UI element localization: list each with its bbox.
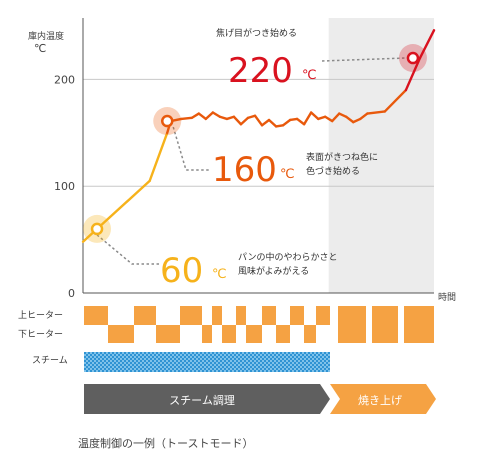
lower-heater-block-0 [108,325,134,343]
annotation-leaders [96,57,405,265]
series-segment-13 [239,116,250,126]
series-segment-11 [225,115,236,121]
upper-heater-block-6 [290,306,304,325]
annotation-60-text-1: パンの中のやわらかさと [238,251,337,263]
series-segment-24 [316,115,327,121]
y-tick-200: 200 [54,73,75,86]
series-segment-31 [366,110,387,115]
series-segment-2 [148,131,169,183]
series-segment-26 [331,112,341,123]
y-axis-label: 庫内温度 [28,30,64,42]
upper-heater-block-9 [372,306,398,325]
series-segment-32 [383,88,408,113]
annotation-220-text-1: 焦げ目がつき始める [216,27,297,39]
y-tick-labels: 0 100 200 [54,73,75,300]
lower-heater-block-4 [246,325,262,343]
lower-heater-block-9 [404,325,434,343]
series-segment-14 [246,114,257,120]
phase-baking-label: 焼き上げ [358,394,402,407]
annotation-160-text-1: 表面がきつね色に [306,151,378,163]
upper-heater-block-0 [84,306,108,325]
upper-heater-block-8 [338,306,366,325]
annotation-60-unit: ℃ [212,267,227,282]
figure-caption: 温度制御の一例（トーストモード） [78,436,253,450]
series-segment-34 [418,29,436,60]
y-tick-0: 0 [68,287,75,300]
leader-220 [321,57,405,62]
lower-heater-block-3 [222,325,236,343]
annotation-60-text-2: 風味がよみがえる [238,265,309,277]
upper-heater-label: 上ヒーター [18,310,63,321]
series-segment-7 [197,112,208,121]
annotation-220-value: 220 [228,51,293,91]
x-axis-label: 時間 [438,292,456,303]
series-segment-6 [190,112,201,120]
series-segment-30 [359,112,369,121]
series-segment-28 [345,115,355,124]
upper-heater-block-10 [404,306,434,325]
lower-heater-block-7 [338,325,366,343]
lower-heater-label: 下ヒーター [18,329,63,340]
leader-60 [96,234,160,265]
y-tick-100: 100 [54,180,75,193]
annotation-220-unit: ℃ [302,68,317,83]
annotation-160-unit: ℃ [280,167,295,182]
steam-bar [84,352,330,372]
annotation-160-text-2: 色づき始める [306,165,360,177]
series-segment-17 [267,118,278,128]
series-segment-5 [180,116,194,121]
y-axis-unit: ℃ [34,42,46,55]
upper-heater-block-3 [212,306,222,325]
upper-heater-block-1 [134,306,156,325]
leader-160 [172,126,210,171]
upper-heater-block-5 [262,306,276,325]
grid-lines [83,78,434,187]
lower-heater-block-6 [304,325,316,343]
marker-220 [406,51,420,65]
marker-160 [160,114,174,128]
upper-heater-block-7 [316,306,330,325]
series-segment-19 [281,118,292,127]
annotation-60-value: 60 [160,251,203,291]
lower-heater-block-8 [372,325,398,343]
phase-steam-label: スチーム調理 [169,393,235,407]
lower-heater-block-2 [202,325,212,343]
series-segment-33 [404,56,422,92]
series-segment-25 [323,115,334,123]
lower-heater-block-5 [276,325,290,343]
series-segment-10 [218,115,229,121]
marker-60 [90,222,104,236]
annotation-160-value: 160 [212,150,277,190]
phase-steam-arrow [84,384,330,414]
heater-pattern [84,306,434,343]
steam-label: スチーム [32,355,68,366]
lower-heater-block-1 [156,325,180,343]
phase-baking-arrow [330,384,436,414]
series-segment-1 [95,179,151,231]
series-segment-15 [253,114,264,127]
series-segment-12 [232,115,243,126]
upper-heater-block-2 [180,306,202,325]
upper-heater-block-4 [236,306,246,325]
series-segment-27 [338,112,348,118]
series-segment-21 [295,117,306,126]
series-segment-23 [309,111,320,121]
series-segment-29 [352,117,362,124]
annotation-markers [83,44,427,243]
series-segment-22 [302,111,313,126]
series-segment-8 [204,111,215,121]
series-segment-16 [260,118,271,127]
series-segment-9 [211,111,222,118]
